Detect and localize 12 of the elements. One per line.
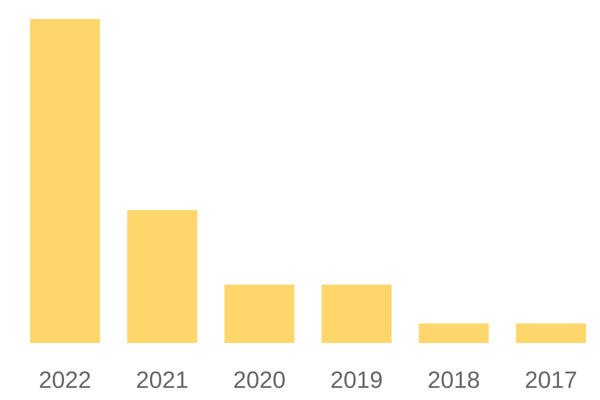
bar: [418, 324, 489, 343]
x-tick-label: 2018: [428, 371, 480, 388]
x-tick-label: 2019: [332, 371, 382, 388]
bar: [322, 284, 392, 343]
x-tick-label: 2017: [526, 371, 576, 388]
x-tick-label: 2021: [137, 371, 188, 388]
bar: [30, 19, 100, 343]
bar: [224, 284, 294, 343]
bar: [516, 324, 586, 343]
x-tick-label: 2022: [40, 371, 90, 388]
x-tick-label: 2020: [234, 371, 285, 388]
bar: [127, 210, 198, 343]
